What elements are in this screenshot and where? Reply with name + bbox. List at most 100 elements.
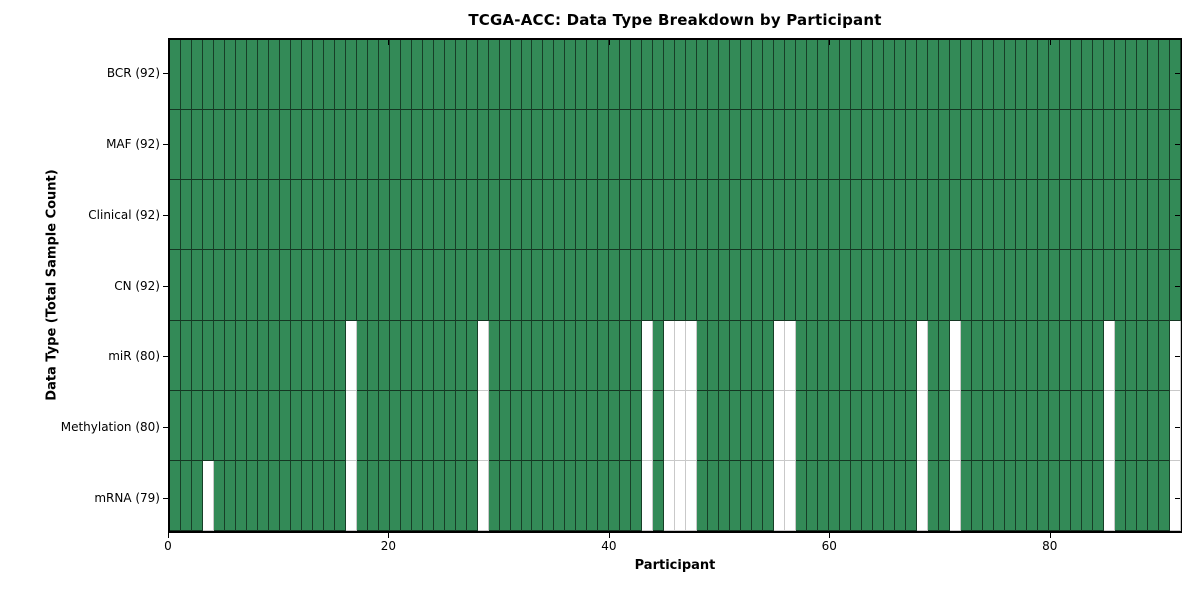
matrix-cell xyxy=(1114,320,1126,391)
matrix-cell xyxy=(334,110,346,181)
matrix-cell xyxy=(466,110,478,181)
matrix-cell xyxy=(1136,110,1148,181)
matrix-cell xyxy=(345,460,357,531)
matrix-row xyxy=(170,110,1181,181)
matrix-cell xyxy=(1147,250,1159,321)
matrix-row xyxy=(170,40,1181,111)
matrix-cell xyxy=(730,250,742,321)
matrix-cell xyxy=(510,320,522,391)
matrix-cell xyxy=(664,180,676,251)
matrix-cell xyxy=(543,110,555,181)
matrix-cell xyxy=(422,110,434,181)
matrix-cell xyxy=(818,320,830,391)
x-tick-mark-top xyxy=(168,40,169,45)
matrix-cell xyxy=(1081,110,1093,181)
matrix-cell xyxy=(290,250,302,321)
matrix-cell xyxy=(938,110,950,181)
matrix-cell xyxy=(565,40,577,111)
matrix-cell xyxy=(807,250,819,321)
matrix-cell xyxy=(235,320,247,391)
matrix-cell xyxy=(1092,180,1104,251)
matrix-cell xyxy=(916,40,928,111)
y-tick-mark xyxy=(163,285,168,287)
matrix-cell xyxy=(1136,40,1148,111)
matrix-cell xyxy=(400,110,412,181)
matrix-cell xyxy=(916,250,928,321)
matrix-cell xyxy=(1103,390,1115,461)
matrix-cell xyxy=(642,460,654,531)
matrix-cell xyxy=(829,40,841,111)
matrix-cell xyxy=(290,390,302,461)
matrix-cell xyxy=(642,390,654,461)
matrix-cell xyxy=(664,250,676,321)
matrix-cell xyxy=(312,180,324,251)
matrix-cell xyxy=(378,460,390,531)
matrix-cell xyxy=(411,320,423,391)
matrix-cell xyxy=(697,460,709,531)
matrix-cell xyxy=(620,250,632,321)
matrix-cell xyxy=(345,110,357,181)
matrix-cell xyxy=(268,110,280,181)
matrix-cell xyxy=(554,110,566,181)
matrix-cell xyxy=(851,180,863,251)
matrix-cell xyxy=(829,110,841,181)
matrix-cell xyxy=(466,320,478,391)
matrix-cell xyxy=(532,250,544,321)
matrix-cell xyxy=(653,250,665,321)
matrix-cell xyxy=(213,40,225,111)
matrix-cell xyxy=(1147,180,1159,251)
matrix-cell xyxy=(840,180,852,251)
matrix-cell xyxy=(378,40,390,111)
matrix-cell xyxy=(653,460,665,531)
matrix-cell xyxy=(290,180,302,251)
matrix-cell xyxy=(730,320,742,391)
matrix-cell xyxy=(477,180,489,251)
matrix-cell xyxy=(1158,320,1170,391)
matrix-cell xyxy=(1114,250,1126,321)
matrix-cell xyxy=(1026,110,1038,181)
matrix-cell xyxy=(1158,250,1170,321)
matrix-cell xyxy=(235,250,247,321)
matrix-cell xyxy=(411,460,423,531)
matrix-cell xyxy=(411,250,423,321)
matrix-cell xyxy=(949,110,961,181)
matrix-cell xyxy=(1070,250,1082,321)
matrix-cell xyxy=(708,320,720,391)
matrix-cell xyxy=(620,180,632,251)
matrix-cell xyxy=(840,460,852,531)
matrix-cell xyxy=(1092,250,1104,321)
matrix-cell xyxy=(862,460,873,531)
matrix-cell xyxy=(367,390,379,461)
matrix-cell xyxy=(686,110,698,181)
matrix-row xyxy=(170,320,1181,391)
matrix-cell xyxy=(807,40,819,111)
matrix-cell xyxy=(235,40,247,111)
matrix-cell xyxy=(411,110,423,181)
matrix-cell xyxy=(829,460,841,531)
matrix-cell xyxy=(598,320,610,391)
matrix-cell xyxy=(1092,40,1104,111)
matrix-cell xyxy=(499,320,511,391)
matrix-cell xyxy=(301,180,313,251)
matrix-cell xyxy=(818,180,830,251)
matrix-cell xyxy=(1026,180,1038,251)
matrix-cell xyxy=(191,110,203,181)
matrix-cell xyxy=(345,390,357,461)
x-tick-mark xyxy=(1049,533,1051,538)
matrix-cell xyxy=(774,250,786,321)
matrix-cell xyxy=(960,250,972,321)
matrix-cell xyxy=(916,180,928,251)
matrix-cell xyxy=(883,320,895,391)
matrix-cell xyxy=(1015,250,1027,321)
matrix-cell xyxy=(323,40,335,111)
matrix-cell xyxy=(609,40,621,111)
matrix-cell xyxy=(345,320,357,391)
x-tick-label: 20 xyxy=(380,539,397,553)
matrix-cell xyxy=(488,390,500,461)
matrix-cell xyxy=(576,320,588,391)
matrix-cell xyxy=(587,460,599,531)
matrix-cell xyxy=(642,250,654,321)
matrix-cell xyxy=(1147,460,1159,531)
matrix-cell xyxy=(334,320,346,391)
matrix-cell xyxy=(477,460,489,531)
